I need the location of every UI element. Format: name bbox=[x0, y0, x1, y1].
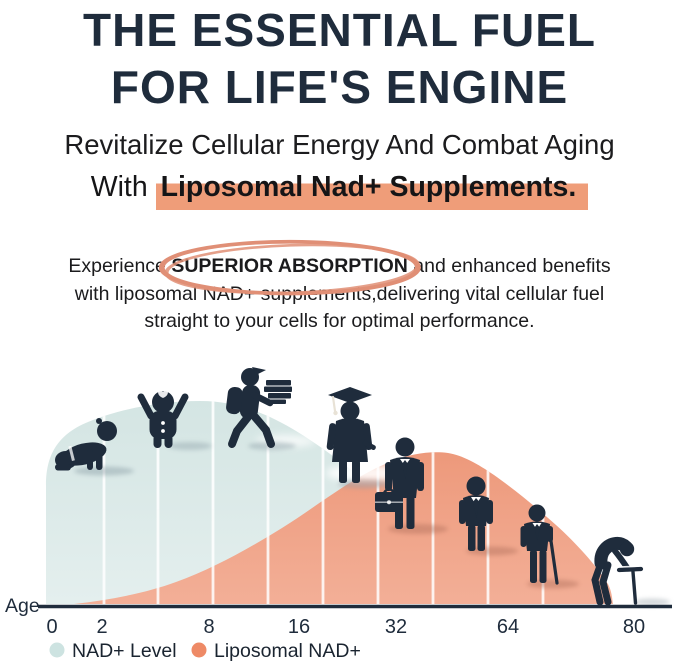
tick-64: 64 bbox=[497, 616, 519, 638]
intro-bold-phrase: SUPERIOR ABSORPTION bbox=[171, 255, 408, 277]
tick-0: 0 bbox=[46, 616, 57, 638]
intro-line-3: straight to your cells for optimal perfo… bbox=[144, 310, 535, 332]
subtitle-line-2: With Liposomal Nad+ Supplements. bbox=[0, 170, 679, 210]
subtitle-highlighted-phrase: Liposomal Nad+ Supplements. bbox=[155, 170, 589, 210]
life-stage-figures bbox=[55, 367, 645, 606]
tick-16: 16 bbox=[288, 616, 310, 638]
legend-label-nad-level: NAD+ Level bbox=[72, 640, 177, 662]
intro-line1-post: and enhanced benefits bbox=[407, 255, 611, 277]
chart-legend: NAD+ Level Liposomal NAD+ bbox=[49, 640, 361, 662]
intro-paragraph: Experience SUPERIOR ABSORPTION and enhan… bbox=[0, 239, 679, 336]
tick-2: 2 bbox=[96, 616, 107, 638]
figure-crawling-baby bbox=[55, 418, 117, 471]
tick-8: 8 bbox=[203, 616, 214, 638]
subtitle-line-1: Revitalize Cellular Energy And Combat Ag… bbox=[64, 129, 615, 160]
tick-80: 80 bbox=[623, 616, 645, 638]
subtitle-prefix: With bbox=[90, 171, 156, 203]
tick-32: 32 bbox=[385, 616, 407, 638]
chart-svg: Age 0 2 8 16 32 64 80 NAD+ Level Liposom… bbox=[5, 367, 672, 662]
figure-student-with-books bbox=[226, 367, 292, 448]
legend-label-liposomal: Liposomal NAD+ bbox=[214, 640, 361, 662]
figure-graduate bbox=[326, 387, 376, 483]
title-line-1: THE ESSENTIAL FUEL bbox=[83, 4, 596, 56]
page-title: THE ESSENTIAL FUEL FOR LIFE'S ENGINE bbox=[0, 0, 679, 116]
legend-dot-nad-level bbox=[49, 642, 65, 658]
figure-elderly-hunched bbox=[591, 536, 645, 606]
x-axis-ticks: 0 2 8 16 32 64 80 bbox=[46, 616, 645, 638]
legend-dot-liposomal bbox=[191, 642, 207, 658]
figure-businessman-briefcase bbox=[375, 437, 424, 529]
x-axis-title: Age bbox=[5, 595, 40, 617]
title-line-2: FOR LIFE'S ENGINE bbox=[110, 61, 569, 113]
figure-man-with-tie bbox=[459, 476, 493, 551]
figure-senior-with-cane bbox=[520, 504, 559, 585]
intro-line-2: with liposomal NAD+ supplements,deliveri… bbox=[74, 282, 605, 305]
intro-line-1: Experience SUPERIOR ABSORPTION and enhan… bbox=[0, 239, 679, 296]
intro-line1-pre: Experience bbox=[68, 255, 172, 277]
nad-age-chart: Age 0 2 8 16 32 64 80 NAD+ Level Liposom… bbox=[0, 365, 679, 665]
superior-absorption-circled: SUPERIOR ABSORPTION bbox=[158, 239, 421, 296]
figure-toddler bbox=[137, 390, 189, 448]
